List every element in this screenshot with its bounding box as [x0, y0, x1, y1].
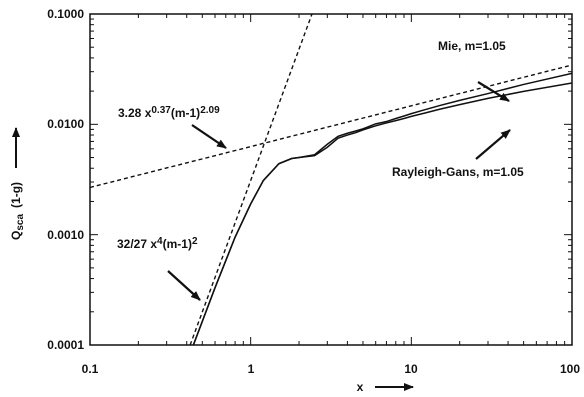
x-ticks — [89, 14, 566, 345]
y-axis-title: Qsca(1-g) — [9, 127, 26, 240]
y-tick-label-0.1000: 0.1000 — [47, 7, 84, 21]
annotation-rayleigh-gans-arrow-icon — [475, 129, 511, 160]
y-ticks — [90, 18, 572, 346]
annotation-rayleigh-gans: Rayleigh-Gans, m=1.05 — [392, 165, 524, 179]
annotation-fit-0.37: 3.28 x0.37(m-1)2.09 — [118, 105, 220, 121]
y-tick-label-0.0010: 0.0010 — [47, 228, 84, 242]
annotation-mie: Mie, m=1.05 — [438, 39, 506, 53]
x-tick-label-0.1: 0.1 — [82, 362, 99, 376]
y-axis-label: Qsca(1-g) — [9, 182, 26, 240]
annotation-fit-0.37-arrow-icon — [191, 124, 227, 149]
x-tick-labels: 0.1 1 10 100 — [82, 362, 581, 376]
annotation-fit-x4: 32/27 x4(m-1)2 — [117, 236, 198, 252]
series-fit-x4-line — [189, 14, 313, 345]
annotation-fit-x4-arrow-icon — [167, 270, 201, 301]
y-tick-label-0.0001: 0.0001 — [47, 338, 84, 352]
x-axis-title: x — [357, 380, 414, 394]
y-tick-label-0.0100: 0.0100 — [47, 117, 84, 131]
annotation-mie-arrow-icon — [477, 81, 510, 102]
series-mie-line — [192, 72, 572, 345]
x-tick-label-1: 1 — [248, 362, 255, 376]
plot-frame — [89, 13, 573, 346]
x-axis-label: x — [357, 380, 364, 394]
x-tick-label-100: 100 — [560, 362, 580, 376]
series-fit-0.37-line — [90, 64, 572, 189]
x-tick-label-10: 10 — [404, 362, 418, 376]
annotations: Mie, m=1.05 Rayleigh-Gans, m=1.05 3.28 x… — [117, 39, 524, 301]
y-tick-labels: 0.0001 0.0010 0.0100 0.1000 — [47, 7, 84, 352]
